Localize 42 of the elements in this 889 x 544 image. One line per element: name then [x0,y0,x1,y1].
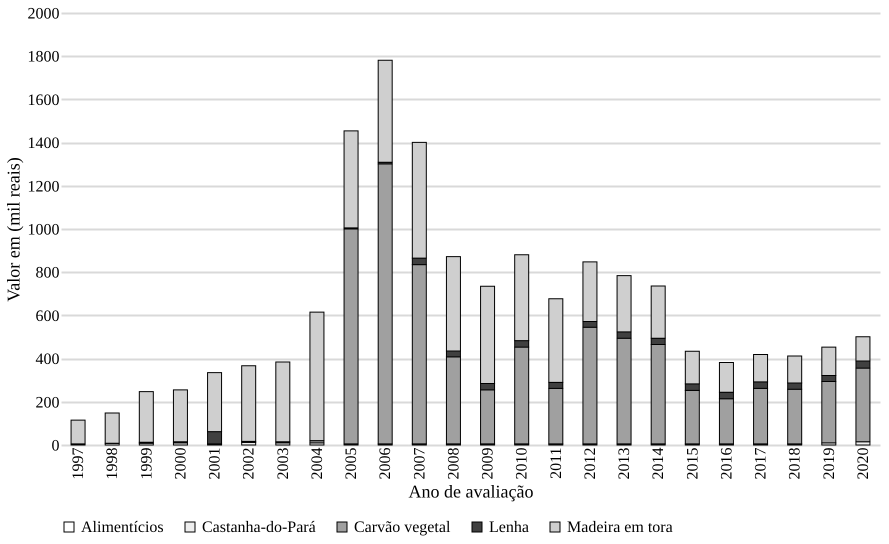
y-tick-label: 200 [36,394,60,412]
x-tick-label: 2012 [582,448,599,480]
x-tick-label: 2004 [308,448,326,480]
legend-label: Lenha [489,519,529,536]
x-tick-label: 2005 [343,448,360,480]
x-tick-label: 2002 [240,448,258,480]
x-tick-label: 1998 [104,448,122,480]
x-tick-label: 2013 [616,448,634,480]
x-tick-label: 2000 [172,448,190,480]
x-tick-label: 1999 [138,448,156,480]
x-tick-label: 1997 [70,448,88,480]
y-tick-label: 600 [36,308,60,325]
x-tick-label: 2006 [377,448,394,480]
y-tick-label: 1000 [28,222,60,238]
x-tick-label: 2015 [684,448,702,480]
legend-label: Carvão vegetal [354,519,451,536]
x-tick-label: 2011 [548,448,565,479]
y-tick-label: 2000 [28,6,60,22]
x-tick-label: 2009 [480,448,497,480]
x-tick-label: 2018 [786,448,804,480]
y-tick-label: 0 [52,438,60,454]
legend-label: Madeira em tora [567,519,673,536]
y-tick-label: 800 [36,264,60,282]
x-tick-label: 2019 [820,448,838,480]
x-tick-label: 2017 [752,448,770,480]
x-tick-label: 2014 [650,448,668,480]
y-tick-label: 1200 [28,178,60,196]
x-tick-label: 2016 [718,448,736,480]
y-tick-label: 1400 [28,135,60,152]
x-tick-label: 2001 [206,448,224,480]
legend-label: Alimentícios [81,519,164,536]
y-axis-title: Valor em (mil reais) [4,157,24,302]
x-tick-label: 2010 [514,448,531,480]
x-tick-label: 2007 [411,448,428,480]
x-axis-title: Ano de avaliação [408,482,534,502]
legend-label: Castanha-do-Pará [202,519,316,536]
y-tick-label: 1800 [28,48,60,66]
x-tick-label: 2008 [445,448,462,480]
y-tick-label: 400 [36,351,60,368]
x-tick-label: 2020 [854,448,872,480]
y-tick-label: 1600 [28,92,60,109]
x-tick-label: 2003 [274,448,292,480]
